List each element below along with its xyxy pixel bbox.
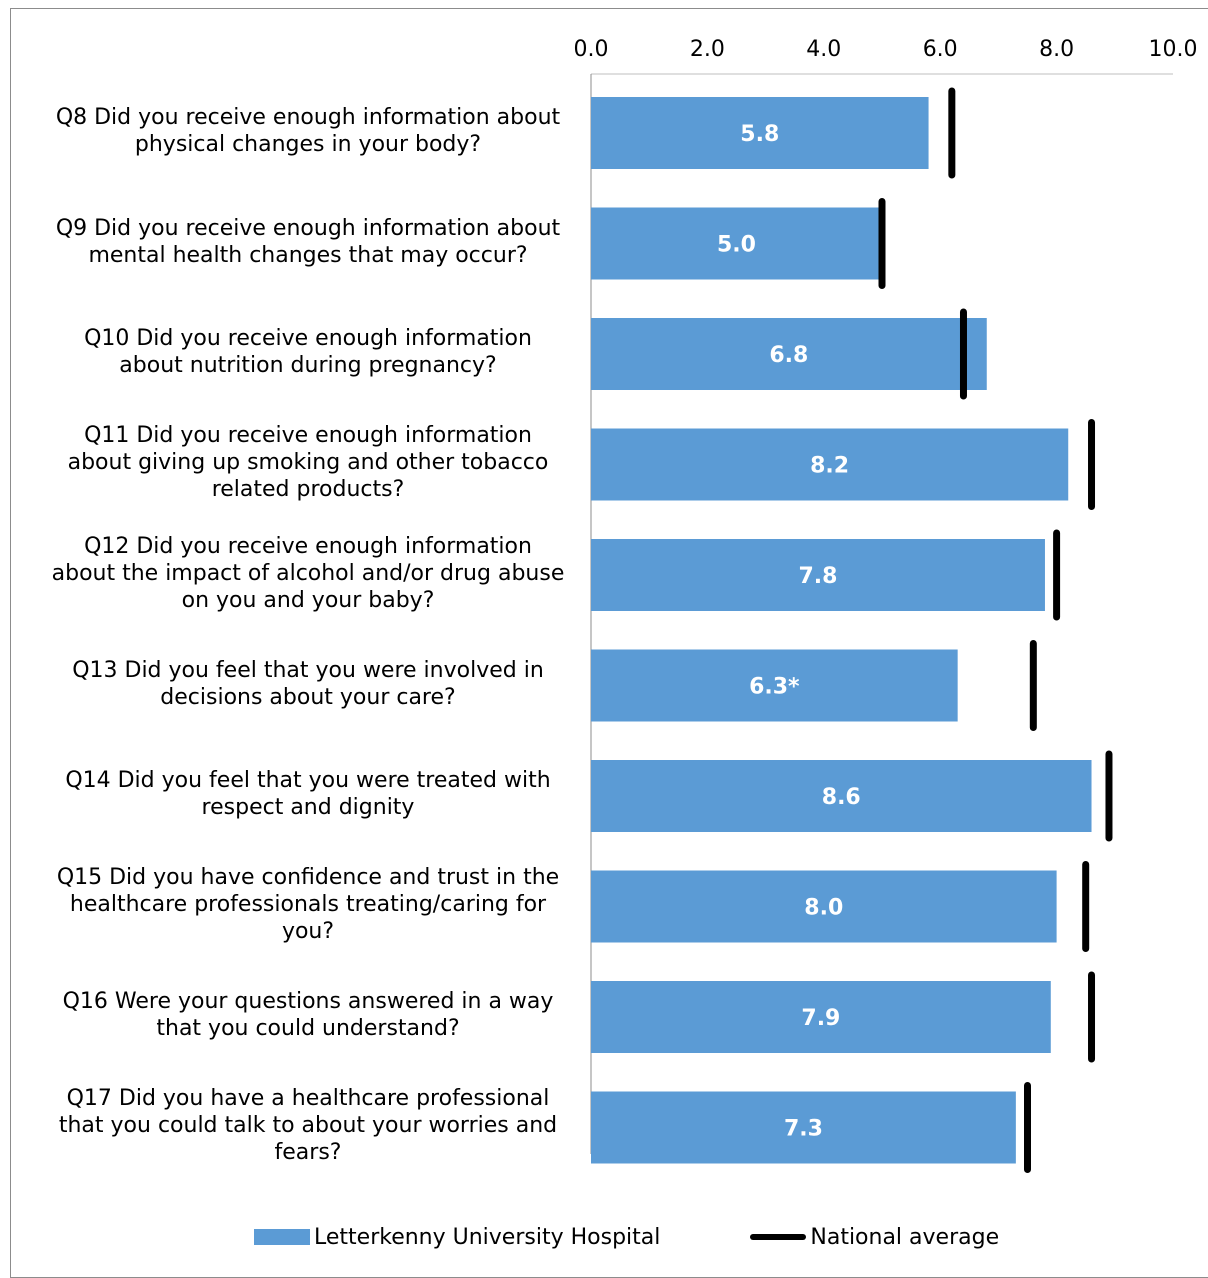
category-label-line: about giving up smoking and other tobacc…	[67, 450, 549, 475]
category-label-line: Q12 Did you receive enough information	[84, 533, 532, 559]
category-label: Q9 Did you receive enough information ab…	[38, 215, 578, 269]
legend: Letterkenny University Hospital National…	[254, 1222, 999, 1252]
bar-9	[591, 981, 1051, 1053]
category-label-line: decisions about your care?	[160, 684, 456, 710]
bar-8	[591, 870, 1057, 943]
category-label-line: Q14 Did you feel that you were treated w…	[65, 768, 551, 793]
category-label: Q15 Did you have confidence and trust in…	[38, 864, 578, 945]
category-label: Q12 Did you receive enough information ab…	[38, 533, 578, 614]
category-label: Q11 Did you receive enough information ab…	[38, 422, 578, 503]
category-label: Q8 Did you receive enough information ab…	[38, 104, 578, 158]
bar-data-label: 8.6	[822, 785, 861, 810]
category-label-line: Q15 Did you have confidence and trust in…	[56, 865, 560, 890]
bar-data-label: 6.8	[769, 343, 808, 368]
category-label: Q16 Were your questions answered in a wa…	[38, 988, 578, 1042]
category-label-line: Q11 Did you receive enough information	[84, 423, 532, 448]
category-label-line: about nutrition during pregnancy?	[119, 353, 497, 378]
bar-3	[591, 318, 987, 390]
bar-4	[591, 428, 1069, 501]
category-label-line: physical changes in your body?	[134, 132, 482, 157]
bar-10	[591, 1091, 1016, 1164]
category-label-line: Q9 Did you receive enough information ab…	[55, 215, 561, 241]
bar-5	[591, 539, 1045, 611]
category-label-line: Q8 Did you receive enough information ab…	[55, 105, 561, 130]
category-label-line: on you and your baby?	[181, 587, 435, 613]
bar-2	[591, 207, 882, 280]
legend-label-hospital: Letterkenny University Hospital	[314, 1224, 661, 1250]
category-label: Q13 Did you feel that you were involved …	[38, 657, 578, 711]
category-label-line: fears?	[274, 1140, 342, 1165]
bar-6	[591, 649, 958, 722]
category-label-line: that you could understand?	[156, 1016, 460, 1041]
category-label-line: respect and dignity	[201, 795, 415, 820]
legend-swatch-national	[750, 1234, 807, 1240]
x-tick-label: 10.0	[1149, 37, 1198, 62]
bar-data-label: 7.3	[784, 1117, 823, 1142]
x-tick-label: 0.0	[574, 37, 609, 62]
category-label-line: that you could talk to about your worrie…	[58, 1113, 558, 1138]
legend-swatch-hospital	[254, 1229, 310, 1245]
bar-data-label: 6.3*	[749, 675, 800, 700]
bar-data-label: 7.8	[798, 564, 837, 589]
category-label-line: Q13 Did you feel that you were involved …	[72, 657, 544, 683]
x-tick-label: 2.0	[690, 37, 725, 62]
x-tick-label: 6.0	[923, 37, 958, 62]
category-label-line: you?	[281, 919, 335, 944]
category-label-line: Q17 Did you have a healthcare profession…	[66, 1086, 550, 1111]
category-label-line: Q16 Were your questions answered in a wa…	[62, 989, 554, 1014]
category-label: Q10 Did you receive enough information ab…	[38, 325, 578, 379]
bar-data-label: 8.0	[804, 896, 843, 921]
category-label: Q17 Did you have a healthcare profession…	[38, 1085, 578, 1166]
category-label-line: mental health changes that may occur?	[88, 242, 528, 268]
x-tick-label: 8.0	[1039, 37, 1074, 62]
category-label-line: related products?	[211, 477, 405, 502]
bar-data-label: 5.0	[717, 233, 756, 258]
x-tick-label: 4.0	[806, 37, 841, 62]
bar-7	[591, 760, 1092, 832]
legend-label-national: National average	[810, 1224, 1000, 1250]
category-label-line: about the impact of alcohol and/or drug …	[51, 560, 565, 586]
bar-data-label: 7.9	[801, 1006, 840, 1031]
bar-data-label: 5.8	[740, 122, 779, 147]
category-label-line: healthcare professionals treating/caring…	[69, 892, 547, 917]
bar-data-label: 8.2	[810, 454, 849, 479]
category-label: Q14 Did you feel that you were treated w…	[38, 767, 578, 821]
bar-1	[591, 97, 929, 169]
category-label-line: Q10 Did you receive enough information	[84, 326, 532, 351]
